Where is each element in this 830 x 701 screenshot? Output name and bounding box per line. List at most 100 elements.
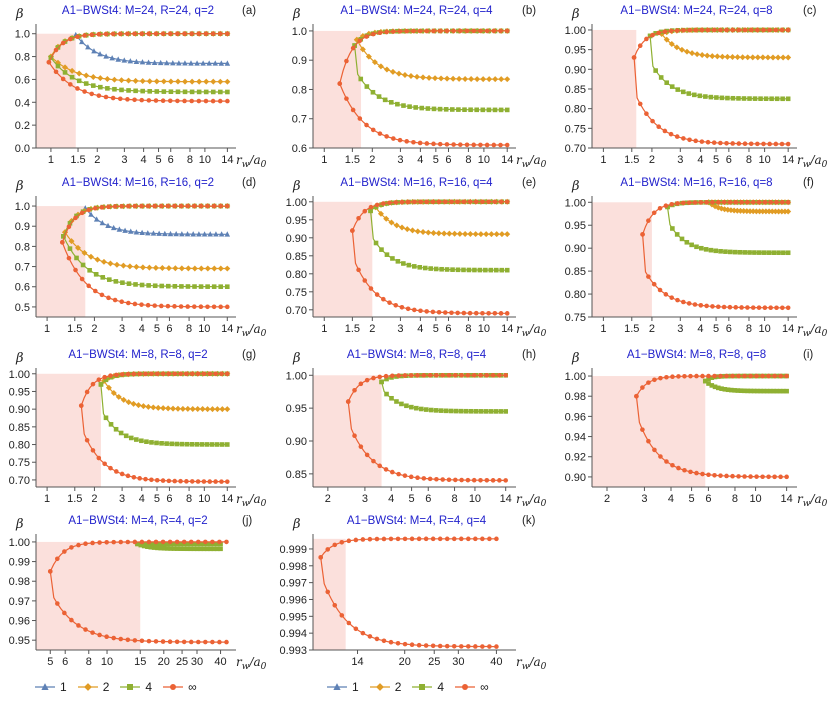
data-point	[692, 302, 698, 307]
data-point	[145, 203, 151, 209]
data-point	[637, 101, 643, 107]
legend-label: 2	[102, 680, 110, 694]
data-point	[178, 265, 185, 272]
data-point	[468, 408, 474, 414]
data-point	[478, 28, 483, 34]
data-point	[456, 75, 463, 82]
x-tick-label: 14	[782, 154, 794, 166]
data-point	[146, 78, 153, 85]
data-point	[79, 276, 85, 282]
data-point	[766, 373, 771, 379]
data-point	[118, 77, 125, 84]
data-point	[498, 199, 504, 205]
data-point	[689, 242, 694, 248]
data-point	[218, 203, 223, 209]
data-point	[504, 231, 511, 238]
x-tick-label: 4	[417, 323, 423, 335]
data-point	[709, 383, 715, 388]
data-point	[693, 138, 699, 144]
data-point	[165, 203, 171, 209]
data-point	[115, 393, 122, 400]
data-point	[196, 231, 202, 237]
data-point	[191, 541, 197, 547]
data-point	[752, 250, 757, 255]
data-point	[158, 541, 164, 547]
data-point	[715, 304, 721, 310]
data-point	[742, 388, 747, 394]
data-point	[428, 407, 434, 413]
data-point	[145, 59, 152, 65]
data-point	[467, 310, 473, 316]
data-point	[108, 465, 113, 471]
data-point	[204, 265, 211, 272]
data-point	[210, 539, 215, 545]
data-point	[699, 139, 705, 144]
data-point	[131, 371, 137, 377]
data-point	[224, 639, 229, 645]
data-point	[119, 87, 124, 93]
panel-title: A1−BWSt4: M=24, R=24, q=2	[62, 5, 214, 17]
data-point	[162, 230, 168, 237]
data-point	[423, 407, 429, 412]
chart-panel-h: 2 3 4 5 6 8 10 14 0.85 0.90 0.95 1.00 β rw/a0 A1−BWSt4…	[286, 349, 547, 509]
data-point	[669, 84, 675, 89]
data-point	[218, 546, 223, 552]
data-point	[118, 539, 124, 545]
data-point	[107, 277, 112, 282]
data-point	[198, 546, 203, 552]
data-point	[657, 287, 663, 293]
data-point	[174, 78, 181, 85]
data-point	[437, 28, 443, 34]
data-point	[123, 433, 129, 439]
x-tick-label: 4	[668, 493, 674, 505]
x-tick-label: 14	[501, 154, 513, 166]
legend-label: ∞	[480, 680, 489, 694]
data-point	[219, 371, 224, 377]
x-tick-label: 10	[199, 154, 211, 166]
data-point	[359, 32, 366, 39]
data-point	[473, 536, 478, 542]
data-point	[96, 377, 102, 383]
x-tick-label: 40	[214, 656, 226, 668]
series-line	[375, 206, 508, 235]
data-point	[190, 231, 196, 237]
data-point	[155, 545, 160, 551]
data-point	[370, 89, 376, 95]
x-axis-label: rw/a0	[516, 153, 547, 170]
data-point	[504, 28, 510, 34]
data-point	[152, 303, 158, 308]
data-point	[133, 229, 140, 235]
data-point	[426, 74, 433, 81]
y-axis-label: β	[15, 179, 24, 194]
data-point	[436, 199, 442, 205]
data-point	[134, 437, 139, 442]
data-point	[699, 52, 706, 58]
data-point	[125, 97, 130, 102]
data-point	[174, 539, 180, 545]
x-tick-label: 6	[445, 323, 451, 335]
data-point	[115, 56, 121, 62]
data-point	[172, 203, 177, 209]
data-point	[718, 205, 725, 212]
data-point	[198, 304, 204, 310]
y-tick-label: 0.6	[15, 74, 30, 86]
legend-item-4: 4	[119, 680, 152, 694]
data-point	[219, 479, 224, 484]
data-point	[199, 442, 205, 447]
x-tick-label: 3	[677, 323, 683, 335]
x-tick-label: 6	[726, 323, 732, 335]
data-point	[444, 267, 450, 272]
data-point	[664, 80, 670, 85]
data-point	[732, 249, 738, 255]
data-point	[782, 208, 788, 215]
data-point	[483, 267, 488, 273]
data-point	[486, 310, 491, 316]
data-point	[749, 54, 756, 61]
data-point	[133, 263, 140, 270]
data-point	[676, 374, 681, 379]
x-tick-label: 8	[186, 323, 192, 335]
data-point	[670, 462, 675, 468]
data-point	[745, 388, 750, 394]
legend-label: 2	[394, 680, 402, 694]
data-point	[168, 546, 173, 551]
